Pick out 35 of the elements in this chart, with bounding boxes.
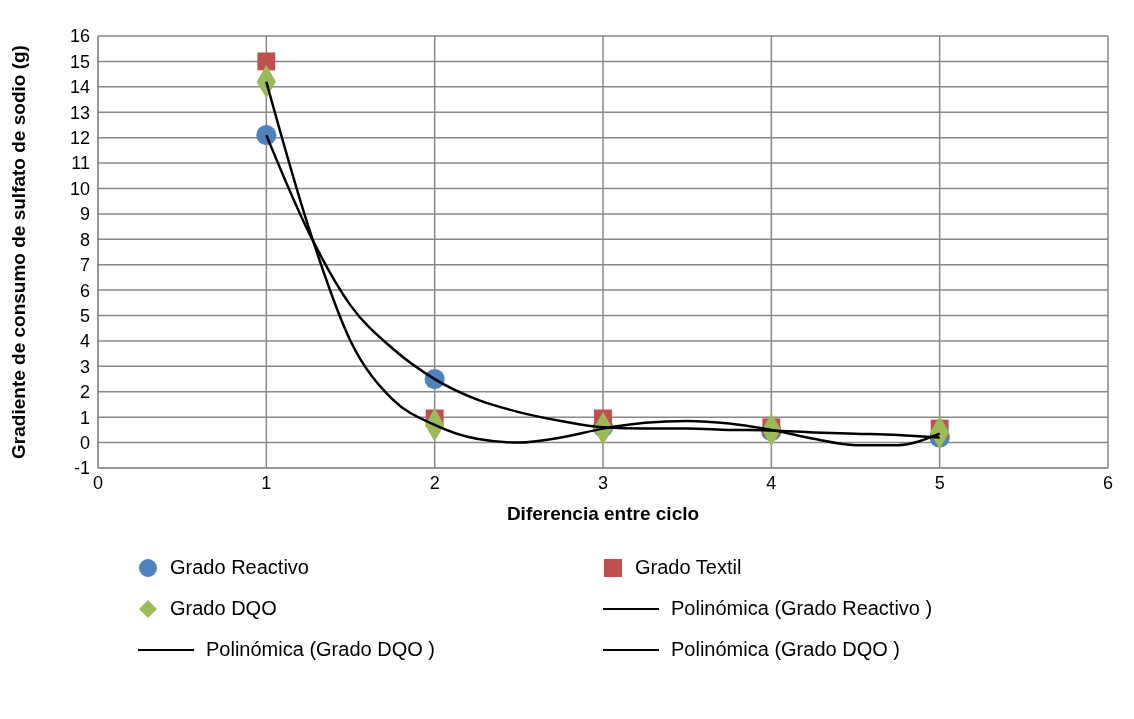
y-tick-label: 3 [79, 356, 90, 377]
y-tick-label: 4 [79, 331, 90, 352]
legend-label: Polinómica (Grado DQO ) [206, 638, 435, 661]
y-axis-title: Gradiente de consumo de sulfato de sodio (g) [7, 45, 29, 459]
legend-label: Grado DQO [170, 597, 277, 620]
legend-label: Polinómica (Grado DQO ) [671, 638, 900, 661]
y-tick-label: 13 [69, 102, 90, 123]
x-tick-label: 5 [934, 472, 945, 493]
y-tick-label: -1 [73, 458, 90, 479]
x-tick-label: 0 [92, 472, 104, 493]
point [257, 52, 276, 71]
x-tick-label: 4 [766, 472, 777, 493]
y-tick-label: 16 [69, 26, 90, 47]
y-tick-label: 7 [79, 255, 90, 276]
y-tick-label: 12 [69, 128, 90, 149]
y-tick-label: 2 [79, 382, 90, 403]
point [256, 125, 277, 146]
x-tick-label: 2 [429, 472, 440, 493]
legend-label: Grado Reactivo [170, 556, 309, 579]
x-tick-label: 6 [1102, 472, 1114, 493]
y-tick-label: 10 [69, 178, 90, 199]
y-tick-label: 11 [71, 153, 90, 174]
x-axis-title: Diferencia entre ciclo [506, 503, 700, 524]
legend-label: Polinómica (Grado Reactivo ) [671, 597, 933, 620]
y-tick-label: 14 [69, 77, 90, 98]
x-tick-label: 3 [597, 472, 609, 493]
y-tick-label: 1 [79, 407, 90, 428]
y-tick-label: 8 [79, 229, 90, 250]
y-tick-label: 15 [69, 51, 90, 72]
y-tick-label: 6 [79, 280, 90, 301]
x-tick-label: 1 [261, 472, 272, 493]
y-tick-label: 5 [79, 305, 90, 326]
y-tick-label: 0 [79, 432, 90, 453]
y-tick-label: 9 [79, 204, 90, 225]
legend-label: Grado Textil [635, 556, 742, 579]
